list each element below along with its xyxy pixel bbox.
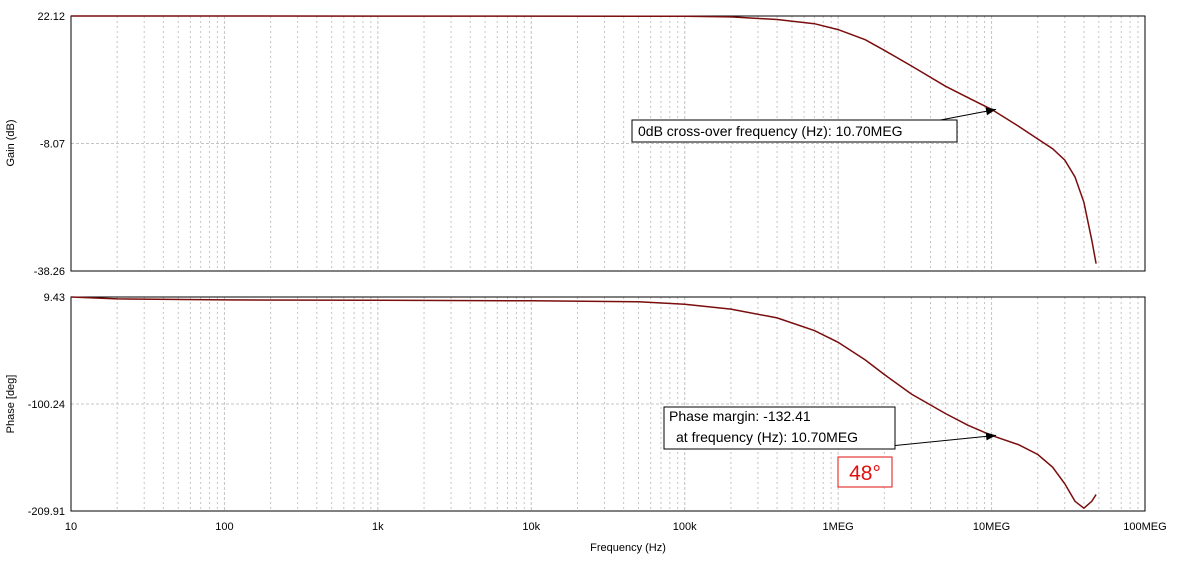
phase-annotation-line1: Phase margin: -132.41 <box>669 408 811 424</box>
phase-panel: 9.43 -100.24 -209.91 Phase [deg] <box>5 292 1146 518</box>
phase-ytick-label: -100.24 <box>28 399 65 411</box>
phase-trace <box>70 296 1097 510</box>
gain-grid <box>71 16 1145 271</box>
x-tick-labels: 10 100 1k 10k 100k 1MEG 10MEG 100MEG <box>65 521 1167 533</box>
phase-annotation-line2: at frequency (Hz): 10.70MEG <box>676 429 858 445</box>
x-tick-label: 1k <box>372 521 384 533</box>
phase-ytick-label: 9.43 <box>44 292 65 304</box>
phase-ylabel: Phase [deg] <box>5 375 17 434</box>
x-tick-label: 100k <box>673 521 697 533</box>
phase-annotation-box <box>663 406 896 450</box>
gain-ytick-label: -38.26 <box>34 266 65 278</box>
x-tick-label: 10k <box>522 521 540 533</box>
gain-ytick-labels: 22.12 -8.07 -38.26 <box>34 11 65 278</box>
phase-margin-annotation: Phase margin: -132.41 at frequency (Hz):… <box>663 406 997 450</box>
x-tick-label: 1MEG <box>823 521 854 533</box>
gain-ylabel: Gain (dB) <box>5 119 17 166</box>
phase-margin-highlight-text: 48° <box>849 462 881 485</box>
gain-trace <box>70 15 1097 264</box>
phase-ytick-label: -209.91 <box>28 506 65 518</box>
x-tick-label: 100 <box>215 521 233 533</box>
gain-ytick-label: -8.07 <box>40 139 65 151</box>
x-tick-label: 10MEG <box>973 521 1010 533</box>
gain-ytick-label: 22.12 <box>37 11 65 23</box>
x-axis-label: Frequency (Hz) <box>590 542 666 554</box>
phase-annotation-arrow <box>879 434 997 448</box>
gain-panel: 22.12 -8.07 -38.26 Gain (dB) <box>5 11 1146 278</box>
phase-ytick-labels: 9.43 -100.24 -209.91 <box>28 292 65 518</box>
gain-crossover-annotation: 0dB cross-over frequency (Hz): 10.70MEG <box>631 107 997 143</box>
phase-grid <box>71 297 1145 511</box>
phase-plot-frame <box>70 296 1146 512</box>
x-tick-label: 10 <box>65 521 77 533</box>
phase-margin-highlight: 48° <box>837 456 893 488</box>
gain-annotation-text: 0dB cross-over frequency (Hz): 10.70MEG <box>638 123 903 139</box>
phase-annotation-arrowhead <box>985 432 997 441</box>
x-tick-label: 100MEG <box>1123 521 1166 533</box>
gain-annotation-arrowhead <box>985 107 997 116</box>
gain-annotation-box <box>631 119 958 143</box>
phase-margin-highlight-box <box>837 456 893 488</box>
